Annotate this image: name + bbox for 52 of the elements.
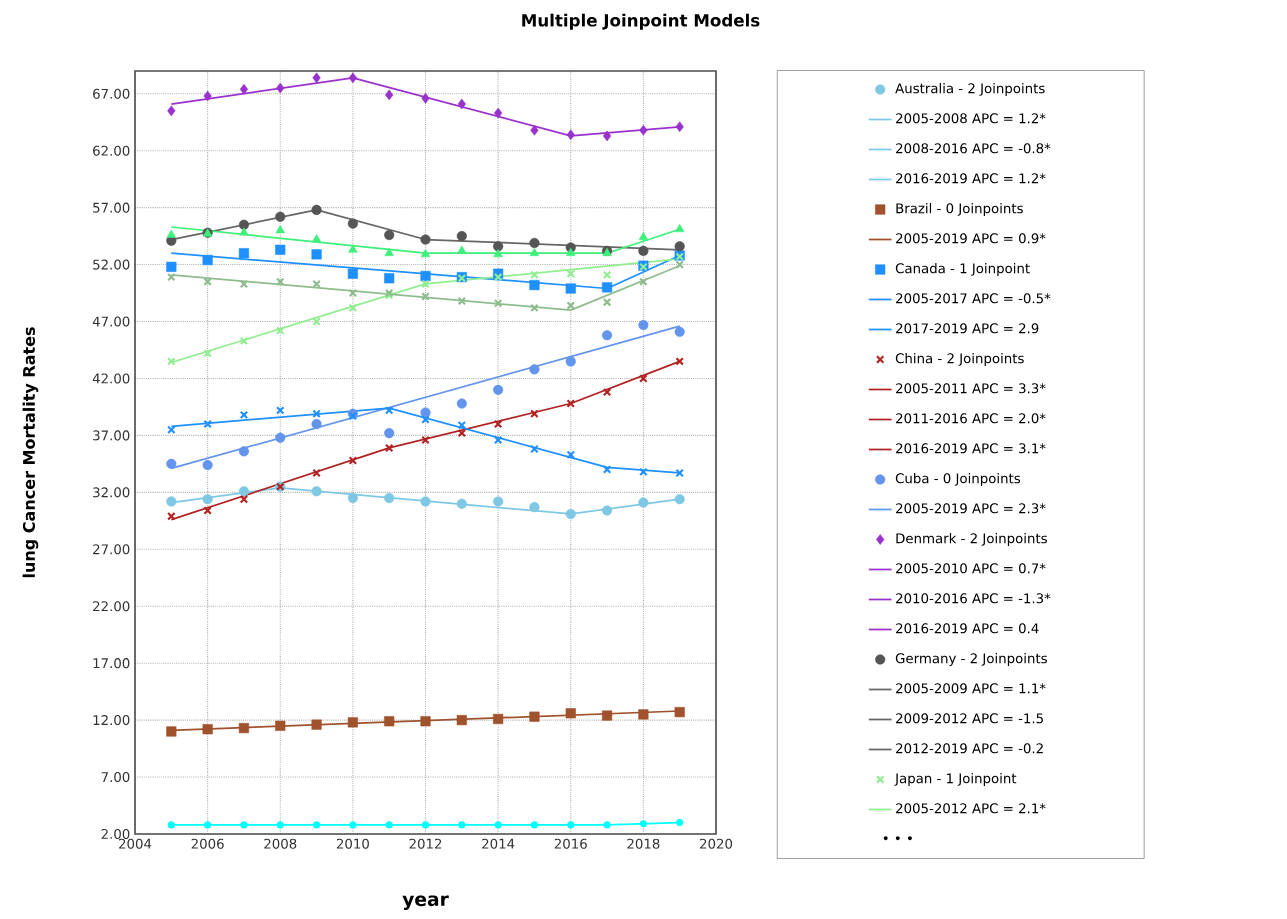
- x-tick-label: 2014: [482, 838, 515, 849]
- y-tick-label: 32.00: [93, 487, 130, 498]
- legend-label: 2016-2019 APC = 1.2*: [896, 173, 1046, 184]
- y-tick-label: 37.00: [93, 430, 130, 441]
- y-tick-label: 67.00: [93, 88, 130, 99]
- legend-label: 2011-2016 APC = 2.0*: [896, 413, 1046, 424]
- legend-label: China - 2 Joinpoints: [895, 353, 1024, 366]
- x-tick-label: 2012: [409, 838, 442, 849]
- y-tick-label: 22.00: [93, 601, 130, 612]
- y-tick-label: 47.00: [92, 316, 130, 327]
- y-tick-label: 57.00: [93, 202, 130, 213]
- x-tick-label: 2020: [700, 838, 733, 849]
- legend-label: 2016-2019 APC = 0.4: [896, 623, 1039, 634]
- y-tick-label: 62.00: [93, 145, 130, 156]
- legend-label: 2005-2010 APC = 0.7*: [896, 563, 1046, 574]
- chart-title: Multiple Joinpoint Models: [522, 13, 760, 30]
- legend-label: 2005-2008 APC = 1.2*: [896, 113, 1046, 124]
- y-tick-label: 17.00: [93, 658, 130, 669]
- x-tick-label: 2008: [264, 838, 297, 849]
- y-tick-label: 12.00: [93, 715, 130, 726]
- legend-label: 2016-2019 APC = 3.1*: [896, 443, 1046, 454]
- legend-label: 2017-2019 APC = 2.9: [896, 323, 1039, 334]
- legend-label: 2005-2017 APC = -0.5*: [896, 293, 1051, 304]
- text: • • •: [883, 836, 912, 841]
- y-tick-label: 52.00: [93, 259, 130, 270]
- x-axis-title: year: [402, 895, 449, 910]
- legend-label: Canada - 1 Joinpoint: [895, 263, 1030, 276]
- x-tick-label: 2018: [627, 838, 660, 849]
- x-tick-label: 2016: [554, 838, 587, 849]
- legend-label: Brazil - 0 Joinpoints: [896, 203, 1023, 216]
- y-tick-label: 2.00: [101, 828, 130, 840]
- legend-label: Denmark - 2 Joinpoints: [896, 533, 1047, 546]
- legend-label: 2005-2009 APC = 1.1*: [896, 683, 1046, 694]
- legend-label: 2012-2019 APC = -0.2: [896, 743, 1043, 754]
- legend-label: 2005-2011 APC = 3.3*: [896, 383, 1046, 394]
- legend-label: Cuba - 0 Joinpoints: [895, 473, 1021, 486]
- legend-label: 2008-2016 APC = -0.8*: [896, 143, 1051, 154]
- y-axis-title: lung Cancer Mortality Rates: [22, 327, 39, 578]
- y-tick-label: 7.00: [101, 771, 130, 783]
- x-tick-label: 2004: [119, 838, 152, 849]
- y-tick-label: 27.00: [93, 544, 130, 555]
- x-tick-label: 2010: [336, 838, 369, 849]
- legend-label: 2005-2019 APC = 0.9*: [896, 233, 1046, 244]
- legend-label: 2005-2019 APC = 2.3*: [896, 503, 1046, 514]
- x-tick-label: 2006: [191, 838, 224, 849]
- legend-label: 2010-2016 APC = -1.3*: [896, 593, 1051, 604]
- legend-label: Germany - 2 Joinpoints: [895, 653, 1047, 666]
- y-tick-label: 42.00: [92, 373, 130, 384]
- legend-label: 2005-2012 APC = 2.1*: [896, 803, 1046, 814]
- legend-label: Japan - 1 Joinpoint: [894, 773, 1017, 786]
- legend-label: Australia - 2 Joinpoints: [895, 83, 1045, 96]
- legend-label: 2009-2012 APC = -1.5: [896, 713, 1043, 724]
